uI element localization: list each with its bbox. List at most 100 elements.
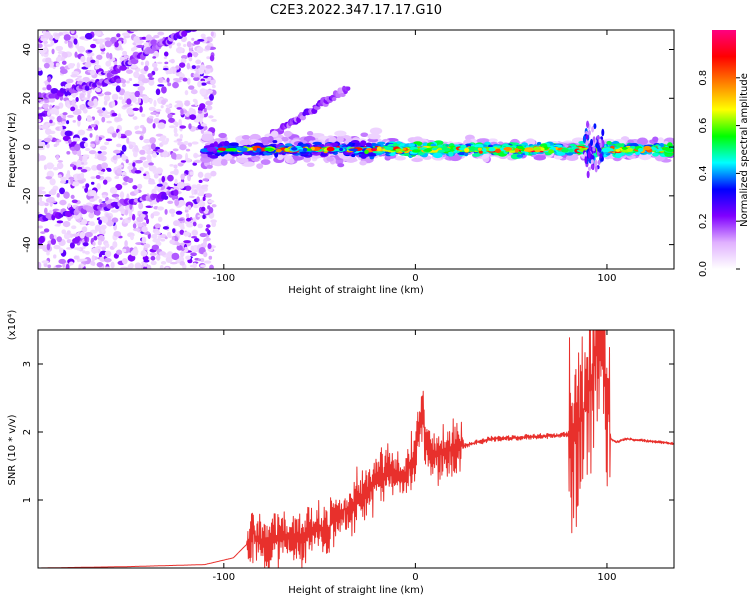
heatmap-cell bbox=[105, 213, 110, 218]
heatmap-cell bbox=[597, 144, 601, 152]
heatmap-cell bbox=[598, 138, 602, 144]
heatmap-cell bbox=[193, 51, 199, 58]
heatmap-cell bbox=[200, 184, 208, 190]
heatmap-cell bbox=[67, 40, 73, 48]
heatmap-cell bbox=[57, 160, 63, 163]
heatmap-cell bbox=[151, 233, 158, 239]
heatmap-cell bbox=[197, 171, 204, 178]
heatmap-cell bbox=[534, 149, 541, 153]
heatmap-cell bbox=[153, 67, 159, 72]
heatmap-cell bbox=[91, 255, 96, 262]
heatmap-cell bbox=[176, 242, 181, 246]
heatmap-cell bbox=[189, 171, 194, 176]
heatmap-cell bbox=[70, 30, 75, 34]
heatmap-cell bbox=[95, 174, 101, 180]
heatmap-cell bbox=[139, 105, 143, 113]
heatmap-cell bbox=[213, 141, 218, 147]
heatmap-cell bbox=[523, 149, 532, 152]
heatmap-cell bbox=[102, 179, 108, 185]
heatmap-cell bbox=[179, 62, 186, 68]
heatmap-cell bbox=[133, 150, 138, 158]
heatmap-cell bbox=[163, 51, 169, 57]
heatmap-cell bbox=[495, 148, 501, 153]
heatmap-cell bbox=[184, 90, 189, 96]
heatmap-cell bbox=[161, 86, 167, 94]
heatmap-cell bbox=[590, 159, 594, 164]
heatmap-cell bbox=[141, 236, 147, 244]
heatmap-cell bbox=[370, 148, 377, 152]
heatmap-cell bbox=[193, 237, 200, 243]
heatmap-cell bbox=[115, 249, 123, 255]
heatmap-cell bbox=[104, 114, 111, 119]
heatmap-cell bbox=[127, 216, 132, 221]
heatmap-cell bbox=[128, 78, 133, 81]
heatmap-cell bbox=[167, 200, 174, 204]
heatmap-cell bbox=[192, 98, 197, 103]
heatmap-cell bbox=[58, 258, 67, 265]
colorbar-tick-label: 0.4 bbox=[698, 165, 709, 181]
heatmap-cell bbox=[155, 88, 161, 96]
heatmap-cell bbox=[211, 204, 217, 208]
heatmap-cell bbox=[117, 131, 122, 139]
heatmap-cell bbox=[40, 35, 46, 39]
heatmap-cell bbox=[235, 157, 249, 164]
heatmap-cell bbox=[53, 143, 58, 148]
heatmap-cell bbox=[223, 140, 230, 146]
heatmap-cell bbox=[209, 54, 215, 62]
heatmap-cell bbox=[119, 217, 123, 220]
heatmap-cell bbox=[48, 98, 56, 103]
heatmap-cell bbox=[175, 121, 179, 128]
heatmap-cell bbox=[102, 194, 107, 199]
heatmap-cell bbox=[125, 91, 132, 96]
heatmap-cell bbox=[587, 129, 591, 136]
heatmap-cell bbox=[667, 142, 673, 148]
heatmap-cell bbox=[152, 56, 157, 59]
heatmap-cell bbox=[367, 153, 377, 157]
heatmap-cell bbox=[169, 261, 178, 265]
heatmap-cell bbox=[169, 164, 174, 167]
heatmap-cell bbox=[45, 123, 53, 126]
heatmap-cell bbox=[176, 244, 183, 251]
heatmap-cell bbox=[71, 225, 77, 230]
heatmap-cell bbox=[112, 155, 118, 161]
heatmap-cell bbox=[141, 36, 147, 40]
heatmap-cell bbox=[143, 173, 147, 177]
heatmap-cell bbox=[540, 147, 545, 151]
heatmap-cell bbox=[291, 147, 298, 151]
heatmap-cell bbox=[59, 187, 65, 195]
heatmap-cell bbox=[339, 92, 346, 97]
heatmap-cell bbox=[84, 85, 90, 91]
heatmap-cell bbox=[199, 117, 203, 125]
heatmap-cell bbox=[81, 137, 88, 142]
heatmap-cell bbox=[73, 255, 79, 260]
heatmap-cell bbox=[199, 88, 207, 96]
heatmap-cell bbox=[260, 159, 271, 165]
heatmap-cell bbox=[328, 136, 337, 144]
heatmap-cell bbox=[167, 113, 173, 119]
heatmap-cell bbox=[205, 100, 213, 106]
heatmap-cell bbox=[516, 145, 524, 150]
heatmap-cell bbox=[61, 121, 66, 125]
heatmap-cell bbox=[65, 83, 70, 89]
heatmap-cell bbox=[147, 264, 152, 269]
heatmap-cell bbox=[202, 214, 206, 220]
heatmap-cell bbox=[49, 178, 56, 186]
heatmap-cell bbox=[156, 61, 163, 65]
heatmap-cell bbox=[190, 252, 197, 257]
heatmap-cell bbox=[202, 196, 206, 202]
heatmap-cell bbox=[80, 55, 86, 63]
heatmap-cell bbox=[56, 236, 62, 243]
heatmap-cell bbox=[63, 34, 71, 41]
heatmap-cell bbox=[252, 146, 257, 151]
heatmap-cell bbox=[55, 45, 64, 52]
heatmap-cell bbox=[179, 229, 185, 235]
heatmap-cell bbox=[187, 142, 193, 147]
heatmap-cell bbox=[50, 188, 57, 196]
heatmap-cell bbox=[51, 48, 55, 55]
heatmap-cell bbox=[146, 150, 153, 155]
heatmap-cell bbox=[208, 255, 213, 260]
heatmap-cell bbox=[46, 250, 50, 256]
heatmap-cell bbox=[46, 162, 54, 170]
heatmap-cell bbox=[160, 105, 164, 109]
